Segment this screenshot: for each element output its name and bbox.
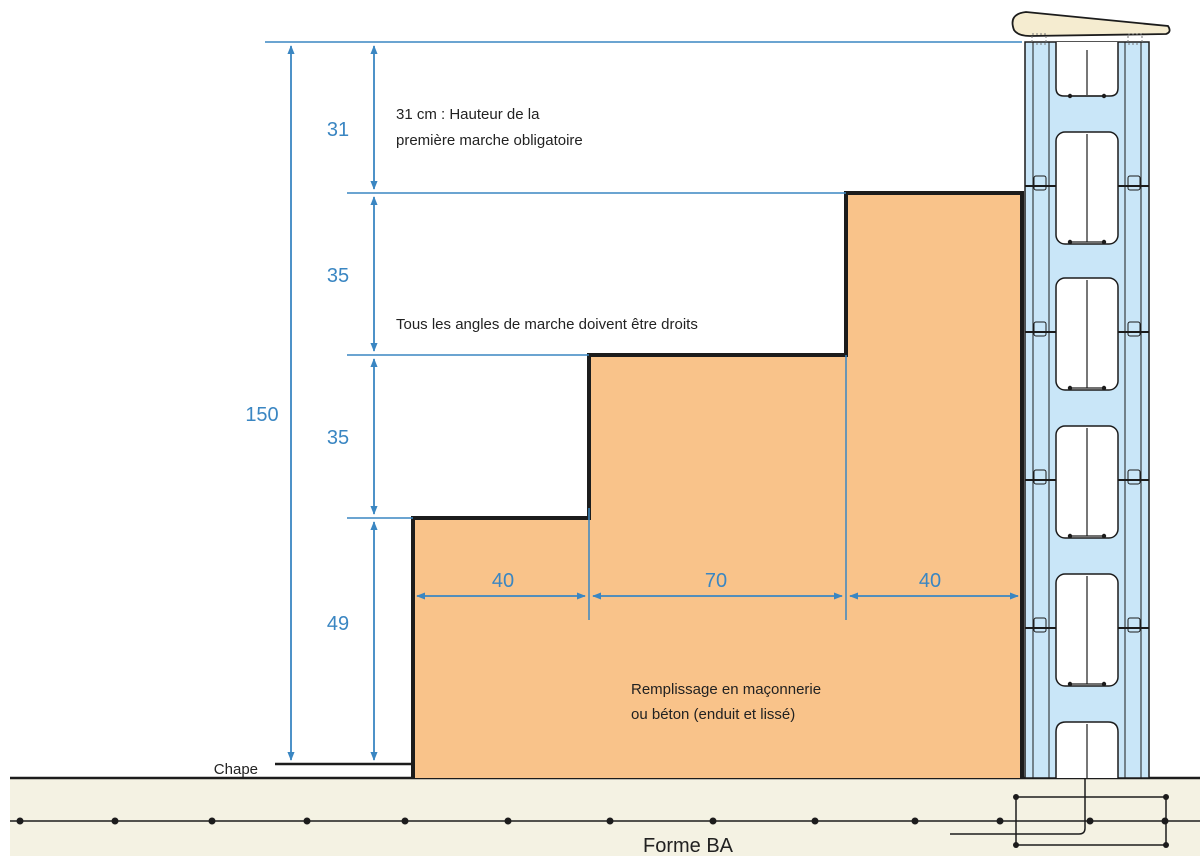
concrete-slab xyxy=(10,778,1200,856)
step2-height-label: 35 xyxy=(327,265,349,287)
step1-height-label: 31 xyxy=(327,119,349,141)
cage-dots xyxy=(1013,794,1169,848)
fill-note-line1: Remplissage en maçonnerie xyxy=(631,681,821,698)
total-height-label: 150 xyxy=(245,404,278,426)
tread-left-label: 40 xyxy=(492,570,514,592)
first-step-note-line1: 31 cm : Hauteur de la xyxy=(396,106,540,123)
step3-height-label: 35 xyxy=(327,427,349,449)
first-step-note-line2: première marche obligatoire xyxy=(396,132,583,149)
rebar-dots xyxy=(16,817,1169,825)
tread-middle-label: 70 xyxy=(705,570,727,592)
screed-label: Chape xyxy=(214,761,258,778)
hollow-block-wall-icon xyxy=(1024,41,1150,779)
slab-label: Forme BA xyxy=(643,835,734,856)
tread-right-label: 40 xyxy=(919,570,941,592)
coping-stone-icon xyxy=(1011,11,1171,45)
fill-note-line2: ou béton (enduit et lissé) xyxy=(631,706,795,723)
stair-outline xyxy=(411,191,1024,778)
stair-fill xyxy=(413,193,1022,778)
dimension-arrows xyxy=(287,45,1019,761)
reference-lines xyxy=(265,41,1022,620)
angles-note: Tous les angles de marche doivent être d… xyxy=(396,316,698,333)
footing-rebar-cage xyxy=(950,770,1167,846)
base-height-label: 49 xyxy=(327,613,349,635)
